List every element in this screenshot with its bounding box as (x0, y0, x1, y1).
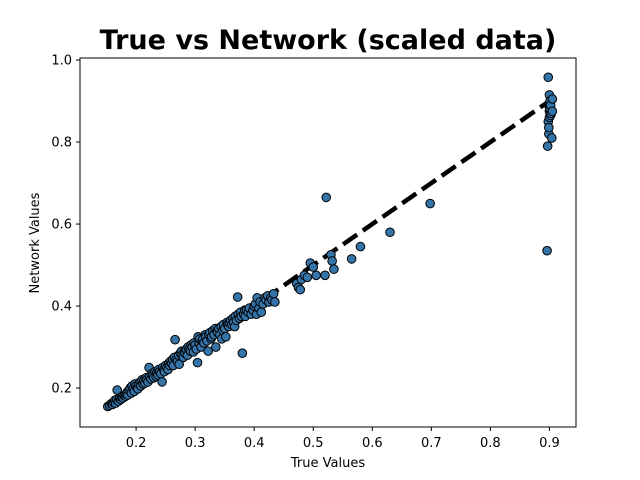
data-point (237, 348, 248, 359)
x-tick-label: 0.7 (421, 436, 442, 451)
data-point (174, 359, 184, 370)
chart-title: True vs Network (scaled data) (100, 25, 557, 56)
data-point (311, 270, 321, 281)
points-layer (102, 72, 558, 412)
data-point (308, 262, 319, 272)
data-point (542, 245, 552, 256)
data-point (547, 94, 558, 104)
data-point (544, 122, 554, 133)
data-point (232, 292, 243, 302)
x-tick-label: 0.6 (362, 436, 383, 451)
data-point (270, 297, 280, 307)
data-point (346, 254, 357, 264)
y-axis-label: Network Values (28, 192, 43, 293)
y-tick-label: 0.2 (51, 382, 72, 397)
x-tick-label: 0.3 (185, 436, 206, 451)
data-point (542, 141, 553, 151)
data-point (327, 256, 337, 266)
x-tick-label: 0.8 (480, 436, 501, 451)
x-tick-label: 0.4 (244, 436, 265, 451)
y-axis-ticks: 0.2 0.4 0.6 0.8 1.0 (51, 54, 80, 397)
x-tick-label: 0.5 (303, 436, 324, 451)
data-point (543, 72, 554, 83)
data-point (546, 133, 557, 143)
data-point (256, 307, 267, 318)
plot-frame (79, 57, 577, 428)
data-point (295, 284, 306, 295)
data-point (211, 342, 221, 352)
x-tick-label: 0.9 (539, 436, 560, 451)
y-tick-label: 1.0 (51, 54, 72, 69)
data-point (385, 227, 395, 238)
y-tick-label: 0.4 (51, 300, 72, 315)
data-point (320, 270, 330, 281)
data-point (268, 288, 279, 299)
data-point (221, 332, 231, 342)
y-tick-label: 0.6 (51, 218, 72, 233)
data-point (203, 346, 213, 356)
data-point (157, 377, 167, 387)
data-point (192, 357, 203, 368)
x-axis-ticks: 0.2 0.3 0.4 0.5 0.6 0.7 0.8 0.9 (126, 427, 560, 451)
data-point (170, 334, 180, 345)
data-point (547, 106, 558, 117)
data-point (329, 264, 339, 274)
data-point (425, 198, 435, 209)
data-point (321, 192, 332, 203)
x-axis-label: True Values (290, 456, 365, 471)
y-tick-label: 0.8 (51, 136, 72, 151)
x-tick-label: 0.2 (126, 436, 147, 451)
data-point (355, 241, 366, 252)
data-point (302, 272, 313, 283)
